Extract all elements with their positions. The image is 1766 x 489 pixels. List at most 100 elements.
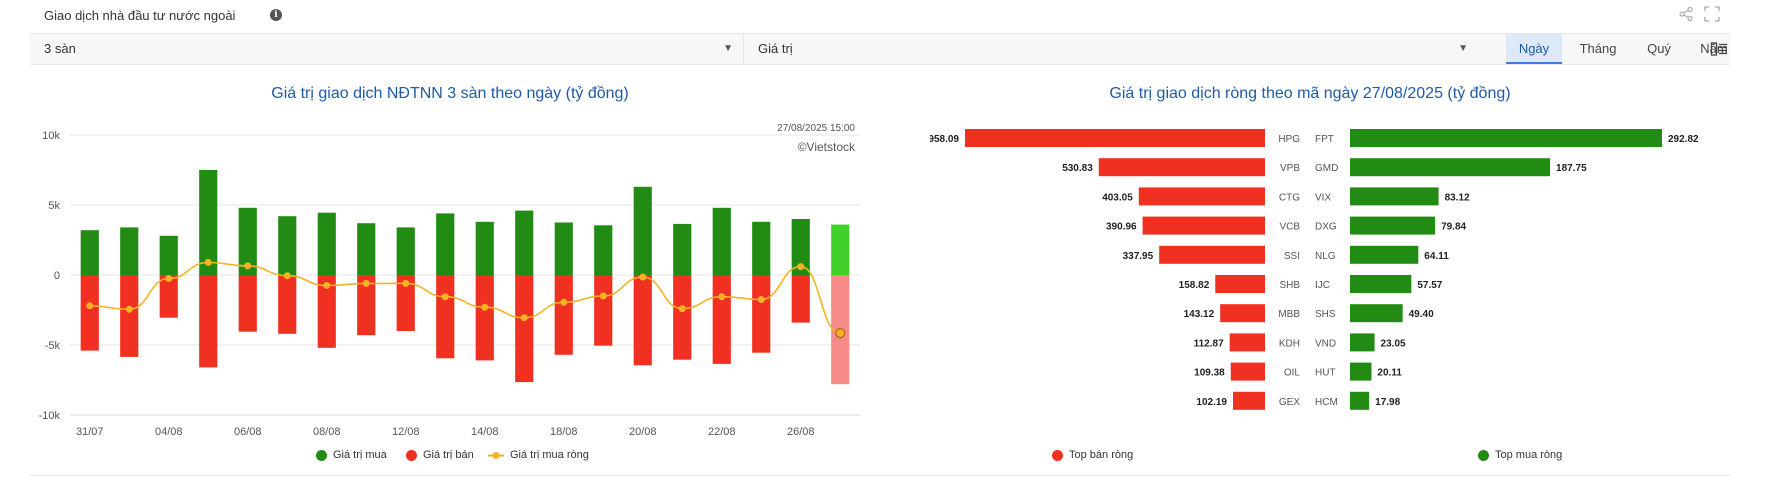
top-sell-value-label: 403.05 [1102,192,1133,203]
top-sell-ticker-label: VCB [1279,222,1300,233]
sell-bar [475,275,494,361]
buy-bar [120,227,139,275]
sell-bar [159,275,178,318]
top-buy-ticker-label: FPT [1315,134,1334,145]
top-sell-bar [1229,333,1265,352]
panel-header: Giao dịch nhà đầu tư nước ngoài i [30,0,1730,30]
legend-sell[interactable]: Giá trị bán [406,449,474,461]
x-tick-label: 12/08 [392,426,420,438]
top-buy-value-label: 83.12 [1445,192,1470,203]
expand-icon[interactable] [1704,6,1720,22]
sell-bar [633,275,652,366]
legend-top-buy-swatch [1478,449,1489,461]
top-buy-bar [1350,362,1372,381]
sell-bar [80,275,99,351]
net-buy-point [165,275,173,282]
legend-top-sell[interactable]: Top bán ròng [1052,449,1133,461]
net-buy-point [835,328,846,339]
buy-bar [278,216,297,275]
metric-select[interactable]: Giá trị ▼ [744,34,1478,64]
panel-title: Giao dịch nhà đầu tư nước ngoài [44,8,236,23]
top-sell-bar [1215,275,1265,293]
net-buy-point [757,296,765,303]
top-sell-ticker-label: VPB [1280,163,1300,174]
top-buy-bar [1350,275,1412,293]
y-tick-label: -10k [39,410,61,422]
top-buy-ticker-label: GMD [1315,163,1338,174]
y-tick-label: -5k [45,340,61,352]
tab-quarter[interactable]: Quý [1647,41,1671,56]
legend-top-buy[interactable]: Top mua ròng [1478,449,1562,461]
tab-month[interactable]: Tháng [1579,41,1617,56]
x-tick-label: 14/08 [471,426,499,438]
sell-bar [436,275,455,359]
info-icon[interactable]: i [270,9,282,21]
tab-day[interactable]: Ngày [1506,34,1562,64]
top-buy-bar [1350,304,1403,323]
sell-bar [515,275,534,383]
top-sell-value-label: 143.12 [1184,309,1215,320]
buy-bar [199,170,218,275]
top-buy-bar [1350,129,1662,147]
top-sell-value-label: 158.82 [1179,280,1210,291]
top-sell-bar [1230,362,1265,381]
net-buy-point [441,293,449,301]
chevron-down-icon: ▼ [723,43,733,54]
top-buy-value-label: 292.82 [1668,134,1699,145]
buy-bar [396,227,415,275]
chevron-down-icon: ▼ [1458,43,1468,54]
market-select[interactable]: 3 sàn ▼ [30,34,744,64]
y-tick-label: 5k [48,200,60,212]
legend-net[interactable]: Giá trị mua ròng [488,449,589,461]
buy-bar [633,186,652,275]
top-sell-bar [1220,304,1265,323]
net-buy-point [362,279,370,287]
legend-buy-swatch [316,449,327,461]
x-tick-label: 22/08 [708,426,736,438]
net-buy-point [204,258,212,266]
top-sell-bar [1138,187,1265,206]
net-buy-point [402,279,410,287]
top-buy-bar [1350,391,1370,410]
net-buy-point [678,305,686,313]
chart-timestamp: 27/08/2025 15:00 [777,123,855,134]
top-buy-value-label: 187.75 [1556,163,1587,174]
buy-bar [554,222,573,275]
panel-footer-divider [30,475,1730,489]
top-buy-bar [1350,333,1375,352]
net-buy-point [125,305,133,313]
net-buy-point [520,314,528,322]
net-buy-point [481,303,489,311]
x-tick-label: 06/08 [234,426,262,438]
buy-bar [673,223,692,275]
top-sell-value-label: 958.09 [930,134,959,145]
x-tick-label: 31/07 [76,426,104,438]
top-sell-value-label: 109.38 [1194,368,1225,379]
top-sell-ticker-label: HPG [1278,134,1300,145]
top-buy-bar [1350,158,1551,177]
buy-bar [712,207,731,275]
buy-bar [317,212,336,275]
top-sell-value-label: 337.95 [1123,251,1154,262]
net-buy-point [718,293,726,301]
legend-net-swatch [488,451,504,459]
net-buy-point [244,262,252,270]
legend-buy[interactable]: Giá trị mua [316,449,387,461]
top-buy-value-label: 79.84 [1441,222,1466,233]
net-buy-point [599,292,607,300]
top-sell-bar [1159,245,1265,264]
buy-bar [357,223,376,275]
columns-icon[interactable] [1710,40,1728,58]
share-icon[interactable] [1678,6,1694,22]
top-buy-bar [1350,245,1419,264]
top-sell-bar [1142,216,1265,235]
filter-toolbar: 3 sàn ▼ Giá trị ▼ Ngày Tháng Quý Năm [30,33,1730,65]
net-buy-point [86,302,94,310]
top-sell-value-label: 102.19 [1196,397,1227,408]
top-buy-value-label: 49.40 [1409,309,1434,320]
buy-bar [159,235,178,275]
top-buy-ticker-label: SHS [1315,309,1336,320]
top-buy-ticker-label: VIX [1315,192,1331,203]
net-buy-point [639,273,647,281]
buy-bar [238,207,257,275]
